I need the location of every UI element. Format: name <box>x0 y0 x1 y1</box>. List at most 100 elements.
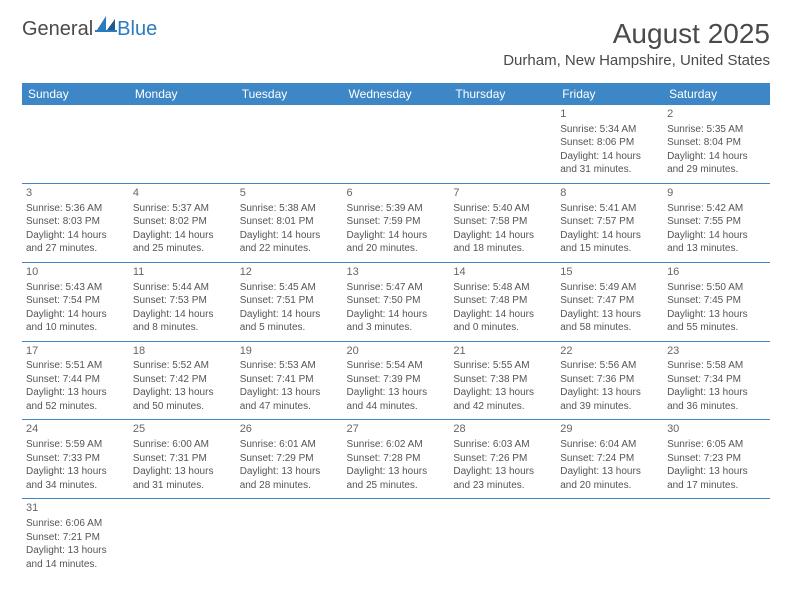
sunrise-text: Sunrise: 6:04 AM <box>560 438 659 452</box>
daylight-text: Daylight: 13 hours <box>26 544 125 558</box>
day-header-sat: Saturday <box>663 83 770 105</box>
day-number: 21 <box>453 344 552 359</box>
day-number: 30 <box>667 422 766 437</box>
sunset-text: Sunset: 7:28 PM <box>347 452 446 466</box>
daylight-text: and 44 minutes. <box>347 400 446 414</box>
day-number: 5 <box>240 186 339 201</box>
sunrise-text: Sunrise: 6:00 AM <box>133 438 232 452</box>
day-number: 29 <box>560 422 659 437</box>
sunrise-text: Sunrise: 5:51 AM <box>26 359 125 373</box>
page-header: General Blue August 2025 Durham, New Ham… <box>22 18 770 69</box>
sunrise-text: Sunrise: 5:55 AM <box>453 359 552 373</box>
sunrise-text: Sunrise: 5:40 AM <box>453 202 552 216</box>
calendar-day-cell <box>236 105 343 183</box>
calendar-day-cell: 31Sunrise: 6:06 AMSunset: 7:21 PMDayligh… <box>22 499 129 577</box>
day-number: 7 <box>453 186 552 201</box>
daylight-text: Daylight: 13 hours <box>133 386 232 400</box>
sunrise-text: Sunrise: 5:58 AM <box>667 359 766 373</box>
sunset-text: Sunset: 7:51 PM <box>240 294 339 308</box>
daylight-text: Daylight: 13 hours <box>240 465 339 479</box>
daylight-text: and 42 minutes. <box>453 400 552 414</box>
calendar-week-row: 3Sunrise: 5:36 AMSunset: 8:03 PMDaylight… <box>22 183 770 262</box>
sunset-text: Sunset: 7:57 PM <box>560 215 659 229</box>
daylight-text: Daylight: 14 hours <box>26 308 125 322</box>
sunrise-text: Sunrise: 5:49 AM <box>560 281 659 295</box>
day-number: 4 <box>133 186 232 201</box>
day-number: 6 <box>347 186 446 201</box>
day-header-fri: Friday <box>556 83 663 105</box>
sunset-text: Sunset: 7:21 PM <box>26 531 125 545</box>
calendar-day-cell: 16Sunrise: 5:50 AMSunset: 7:45 PMDayligh… <box>663 262 770 341</box>
daylight-text: and 29 minutes. <box>667 163 766 177</box>
month-title: August 2025 <box>503 18 770 50</box>
daylight-text: and 15 minutes. <box>560 242 659 256</box>
calendar-day-cell: 22Sunrise: 5:56 AMSunset: 7:36 PMDayligh… <box>556 341 663 420</box>
sunset-text: Sunset: 7:34 PM <box>667 373 766 387</box>
daylight-text: Daylight: 14 hours <box>240 308 339 322</box>
day-number: 3 <box>26 186 125 201</box>
daylight-text: Daylight: 13 hours <box>667 308 766 322</box>
daylight-text: Daylight: 13 hours <box>560 308 659 322</box>
day-number: 17 <box>26 344 125 359</box>
daylight-text: and 47 minutes. <box>240 400 339 414</box>
calendar-day-cell: 3Sunrise: 5:36 AMSunset: 8:03 PMDaylight… <box>22 183 129 262</box>
day-header-thu: Thursday <box>449 83 556 105</box>
sunset-text: Sunset: 7:59 PM <box>347 215 446 229</box>
sunset-text: Sunset: 7:48 PM <box>453 294 552 308</box>
calendar-week-row: 10Sunrise: 5:43 AMSunset: 7:54 PMDayligh… <box>22 262 770 341</box>
sunset-text: Sunset: 7:44 PM <box>26 373 125 387</box>
daylight-text: and 20 minutes. <box>347 242 446 256</box>
day-number: 22 <box>560 344 659 359</box>
sunrise-text: Sunrise: 5:50 AM <box>667 281 766 295</box>
calendar-day-cell: 23Sunrise: 5:58 AMSunset: 7:34 PMDayligh… <box>663 341 770 420</box>
daylight-text: Daylight: 14 hours <box>347 229 446 243</box>
sunset-text: Sunset: 7:54 PM <box>26 294 125 308</box>
sunrise-text: Sunrise: 5:43 AM <box>26 281 125 295</box>
calendar-week-row: 1Sunrise: 5:34 AMSunset: 8:06 PMDaylight… <box>22 105 770 183</box>
calendar-day-cell <box>556 499 663 577</box>
calendar-day-cell: 8Sunrise: 5:41 AMSunset: 7:57 PMDaylight… <box>556 183 663 262</box>
calendar-day-cell: 4Sunrise: 5:37 AMSunset: 8:02 PMDaylight… <box>129 183 236 262</box>
sunset-text: Sunset: 8:01 PM <box>240 215 339 229</box>
daylight-text: and 58 minutes. <box>560 321 659 335</box>
daylight-text: Daylight: 14 hours <box>133 308 232 322</box>
sunset-text: Sunset: 7:24 PM <box>560 452 659 466</box>
day-number: 16 <box>667 265 766 280</box>
daylight-text: and 8 minutes. <box>133 321 232 335</box>
sunrise-text: Sunrise: 6:03 AM <box>453 438 552 452</box>
daylight-text: and 20 minutes. <box>560 479 659 493</box>
calendar-day-cell: 1Sunrise: 5:34 AMSunset: 8:06 PMDaylight… <box>556 105 663 183</box>
day-header-wed: Wednesday <box>343 83 450 105</box>
daylight-text: and 31 minutes. <box>560 163 659 177</box>
brand-sail-icon <box>95 15 117 38</box>
calendar-day-cell <box>343 105 450 183</box>
day-number: 14 <box>453 265 552 280</box>
sunrise-text: Sunrise: 5:38 AM <box>240 202 339 216</box>
daylight-text: Daylight: 14 hours <box>560 150 659 164</box>
daylight-text: and 18 minutes. <box>453 242 552 256</box>
calendar-day-cell: 14Sunrise: 5:48 AMSunset: 7:48 PMDayligh… <box>449 262 556 341</box>
daylight-text: Daylight: 13 hours <box>667 386 766 400</box>
day-header-mon: Monday <box>129 83 236 105</box>
calendar-day-cell: 11Sunrise: 5:44 AMSunset: 7:53 PMDayligh… <box>129 262 236 341</box>
sunrise-text: Sunrise: 5:44 AM <box>133 281 232 295</box>
calendar-day-cell <box>236 499 343 577</box>
day-number: 27 <box>347 422 446 437</box>
calendar-day-cell <box>449 499 556 577</box>
sunset-text: Sunset: 8:06 PM <box>560 136 659 150</box>
sunset-text: Sunset: 7:42 PM <box>133 373 232 387</box>
sunrise-text: Sunrise: 6:01 AM <box>240 438 339 452</box>
calendar-day-cell: 12Sunrise: 5:45 AMSunset: 7:51 PMDayligh… <box>236 262 343 341</box>
sunrise-text: Sunrise: 5:48 AM <box>453 281 552 295</box>
daylight-text: Daylight: 13 hours <box>667 465 766 479</box>
sunset-text: Sunset: 7:39 PM <box>347 373 446 387</box>
day-number: 8 <box>560 186 659 201</box>
calendar-day-cell <box>449 105 556 183</box>
sunrise-text: Sunrise: 5:54 AM <box>347 359 446 373</box>
sunset-text: Sunset: 7:55 PM <box>667 215 766 229</box>
sunrise-text: Sunrise: 5:42 AM <box>667 202 766 216</box>
sunrise-text: Sunrise: 5:47 AM <box>347 281 446 295</box>
calendar-day-cell <box>22 105 129 183</box>
sunrise-text: Sunrise: 5:37 AM <box>133 202 232 216</box>
daylight-text: and 39 minutes. <box>560 400 659 414</box>
